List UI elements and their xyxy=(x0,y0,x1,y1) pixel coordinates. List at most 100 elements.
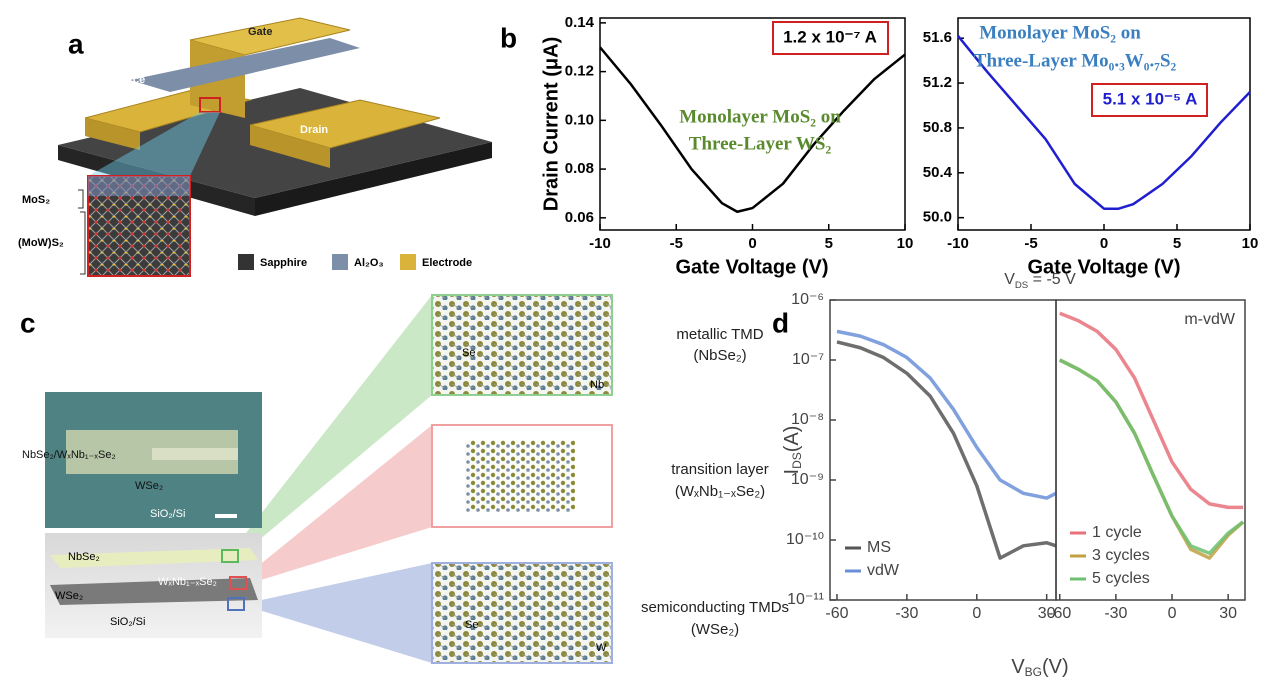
legend-label: 5 cycles xyxy=(1092,570,1150,587)
y-tick-label: 10⁻¹⁰ xyxy=(786,531,824,548)
series-line xyxy=(836,340,1057,560)
gate-top xyxy=(189,17,351,56)
y-axis-label: Drain Current (μA) xyxy=(540,37,562,211)
micro-label: NbSe₂/WₓNb₁₋ₓSe₂ xyxy=(22,449,116,461)
device-image xyxy=(152,448,238,460)
beam-red xyxy=(236,425,432,584)
x-tick-label: -5 xyxy=(670,235,683,252)
inset-formula: (WSe₂) xyxy=(691,621,739,638)
beam-blue xyxy=(234,563,432,663)
legend-label: 1 cycle xyxy=(1092,524,1142,541)
atom-label: W xyxy=(596,642,607,654)
zoom-box xyxy=(227,597,245,611)
source-label: Source xyxy=(108,74,145,86)
chart-title: VDS = -5 V xyxy=(1004,271,1076,290)
legend-label: vdW xyxy=(867,562,900,579)
x-tick-label: -10 xyxy=(947,235,969,252)
y-axis-label: IDS(A) xyxy=(781,426,804,475)
source-front xyxy=(85,118,140,150)
side-label: SiO₂/Si xyxy=(110,616,145,628)
legend-label: 3 cycles xyxy=(1092,547,1150,564)
inset-title: semiconducting TMDs xyxy=(641,599,789,616)
legend-swatch xyxy=(238,254,254,270)
side-label: WSe₂ xyxy=(55,590,83,602)
x-tick-label: 30 xyxy=(1219,605,1237,622)
x-tick-label: -5 xyxy=(1024,235,1037,252)
side-label: NbSe₂ xyxy=(68,551,100,563)
al2o3 xyxy=(130,38,360,92)
x-tick-label: 0 xyxy=(748,235,756,252)
y-tick-label: 0.14 xyxy=(565,14,595,31)
x-tick-label: 0 xyxy=(972,605,981,622)
x-tick-label: -30 xyxy=(1104,605,1127,622)
inset-title: transition layer xyxy=(671,461,769,478)
legend-label: Electrode xyxy=(422,257,472,269)
zoom-box xyxy=(221,549,239,563)
y-tick-label: 10⁻⁷ xyxy=(792,351,824,368)
chart-title-tail: = -5 V xyxy=(1028,271,1076,288)
y-tick-label: 51.6 xyxy=(923,29,952,46)
y-tick-label: 51.2 xyxy=(923,74,952,91)
legend-label: Al₂O₃ xyxy=(354,257,384,269)
y-axis-label-sub: DS xyxy=(790,452,804,469)
chart-title-main: V xyxy=(1004,271,1015,288)
annotation-box xyxy=(772,21,889,55)
annotation: 5.1 x 10⁻⁵ A xyxy=(1103,89,1198,108)
x-axis-label: Gate Voltage (V) xyxy=(676,256,829,278)
wse2-layer xyxy=(50,578,258,605)
atom-label: Se xyxy=(462,347,475,359)
annotation: Monolayer MoS₂ on xyxy=(979,22,1141,43)
micro-label: SiO₂/Si xyxy=(150,508,185,520)
nbse2-layer xyxy=(50,548,258,568)
y-tick-label: 0.06 xyxy=(565,209,594,226)
side-label: WₓNb₁₋ₓSe₂ xyxy=(158,576,217,588)
layer-label: MoS₂ xyxy=(22,194,50,206)
plot-frame xyxy=(829,299,1057,601)
x-tick-label: 10 xyxy=(897,235,914,252)
inset-formula: (WₓNb₁₋ₓSe₂) xyxy=(675,483,765,500)
inset-transition-atoms xyxy=(465,440,575,512)
drain-front xyxy=(250,125,330,168)
brace xyxy=(80,211,86,275)
annotation: Three-Layer Mo₀.₃W₀.₇S₂ xyxy=(974,50,1177,71)
y-tick-label: 10⁻⁶ xyxy=(791,291,824,308)
inset-wse2 xyxy=(431,562,613,664)
plot-frame xyxy=(1055,299,1246,601)
x-tick-label: -10 xyxy=(589,235,611,252)
y-tick-label: 10⁻¹¹ xyxy=(787,591,824,608)
annotation: Three-Layer WS₂ xyxy=(689,133,832,154)
x-axis-label-tail: (V) xyxy=(1042,656,1069,678)
layer-label: (MoW)S₂ xyxy=(18,237,64,249)
panel-a: a Gate Source Drain MoS₂ (MoW)S₂ Sapphir… xyxy=(18,17,492,277)
beam-green xyxy=(228,295,432,556)
y-tick-label: 50.8 xyxy=(923,119,952,136)
atom-label: Nb xyxy=(590,379,604,391)
series-line xyxy=(1059,311,1244,510)
x-axis-label: Gate Voltage (V) xyxy=(1028,256,1181,278)
micro-label: WSe₂ xyxy=(135,480,163,492)
zoom-box xyxy=(199,97,221,113)
y-axis-label-main: I xyxy=(781,469,803,475)
panel-label: c xyxy=(20,307,36,338)
annotation: 1.2 x 10⁻⁷ A xyxy=(783,27,877,46)
y-tick-label: 50.4 xyxy=(923,164,953,181)
x-axis-label-sub: BG xyxy=(1025,665,1042,679)
x-tick-label: -30 xyxy=(895,605,918,622)
annotation-box xyxy=(1091,83,1208,117)
x-axis-label-main: V xyxy=(1011,656,1025,678)
brace xyxy=(78,189,84,209)
annotation: Monolayer MoS₂ on xyxy=(679,106,841,127)
series-line xyxy=(599,46,906,213)
x-tick-label: -60 xyxy=(1048,605,1071,622)
drain-label: Drain xyxy=(300,124,328,136)
scale-bar xyxy=(215,514,237,518)
y-tick-label: 10⁻⁸ xyxy=(791,411,824,428)
y-tick-label: 50.0 xyxy=(923,209,952,226)
panel-label: d xyxy=(772,307,789,338)
x-tick-label: 0 xyxy=(1168,605,1177,622)
y-tick-label: 0.10 xyxy=(565,111,594,128)
series-line xyxy=(1058,358,1245,560)
x-tick-label: 0 xyxy=(1100,235,1108,252)
series-line xyxy=(1058,358,1245,556)
